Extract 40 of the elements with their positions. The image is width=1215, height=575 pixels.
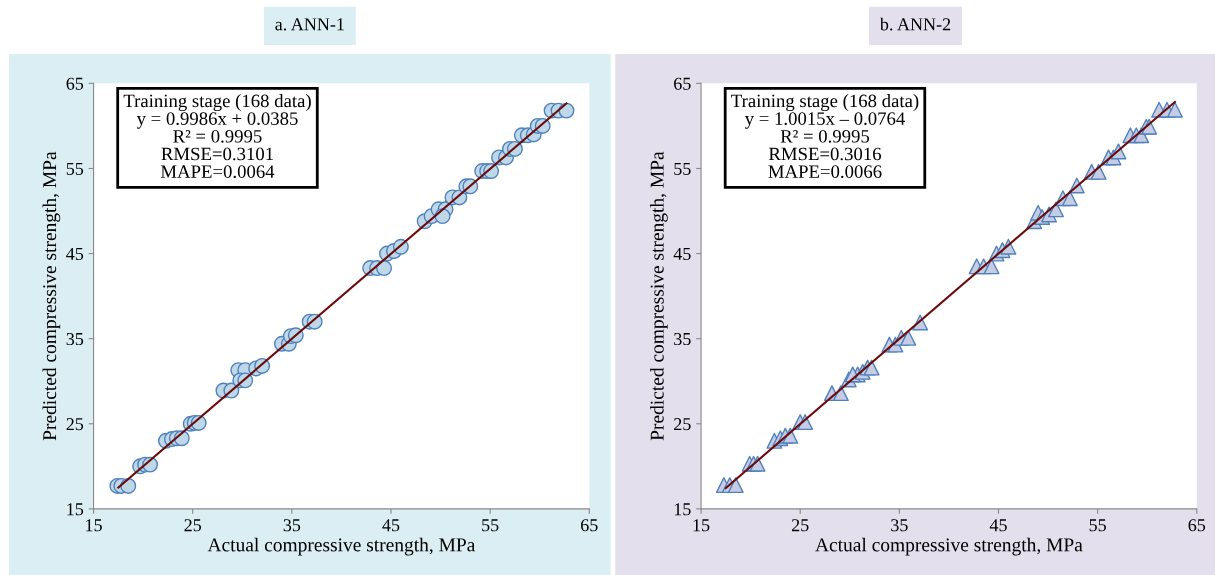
annotation: Training stage (168 data) [731, 94, 919, 112]
y-tick-label: 15 [67, 503, 84, 516]
y-axis-title: Predicted compressive strength, MPa [650, 151, 668, 441]
y-tick-label: 45 [673, 247, 691, 261]
x-tick-label: 55 [1089, 519, 1106, 532]
y-tick-label: 25 [674, 418, 691, 431]
x-tick-label: 25 [184, 519, 202, 532]
y-tick-label: 15 [674, 503, 691, 516]
x-axis-title: Actual compressive strength, MPa [815, 537, 1083, 556]
annotation: RMSE=0.3016 [768, 147, 882, 161]
y-tick-label: 35 [66, 332, 84, 346]
annotation: MAPE=0.0066 [768, 165, 882, 179]
y-tick-label: 55 [66, 162, 84, 175]
annotation: MAPE=0.0064 [160, 165, 275, 179]
annotation: Training stage (168 data) [123, 94, 311, 112]
annotation: R² = 0.9995 [173, 129, 262, 143]
y-axis-title: Predicted compressive strength, MPa [42, 151, 61, 441]
annotation: y = 1.0015x – 0.0764 [744, 112, 905, 129]
x-tick-label: 25 [791, 519, 809, 532]
y-tick-label: 55 [674, 162, 691, 175]
x-tick-label: 35 [891, 519, 908, 532]
x-tick-label: 45 [382, 519, 400, 532]
x-tick-label: 15 [693, 519, 710, 532]
chart-title: b. ANN-2 [879, 17, 951, 31]
x-tick-label: 65 [581, 519, 598, 532]
annotation: R² = 0.9995 [780, 129, 870, 143]
y-tick-label: 65 [674, 77, 691, 90]
x-axis-title: Actual compressive strength, MPa [207, 537, 476, 556]
y-tick-label: 35 [674, 332, 691, 346]
x-tick-label: 45 [989, 519, 1007, 532]
x-tick-label: 15 [86, 519, 102, 532]
chart-title: a. ANN-1 [275, 18, 344, 31]
x-tick-label: 55 [482, 519, 499, 532]
annotation: y = 0.9986x + 0.0385 [136, 112, 298, 129]
y-tick-label: 25 [66, 418, 84, 431]
y-tick-label: 45 [66, 247, 84, 261]
x-tick-label: 65 [1188, 519, 1206, 532]
y-tick-label: 65 [66, 77, 84, 90]
annotation: RMSE=0.3101 [161, 147, 273, 161]
x-tick-label: 35 [283, 519, 301, 532]
